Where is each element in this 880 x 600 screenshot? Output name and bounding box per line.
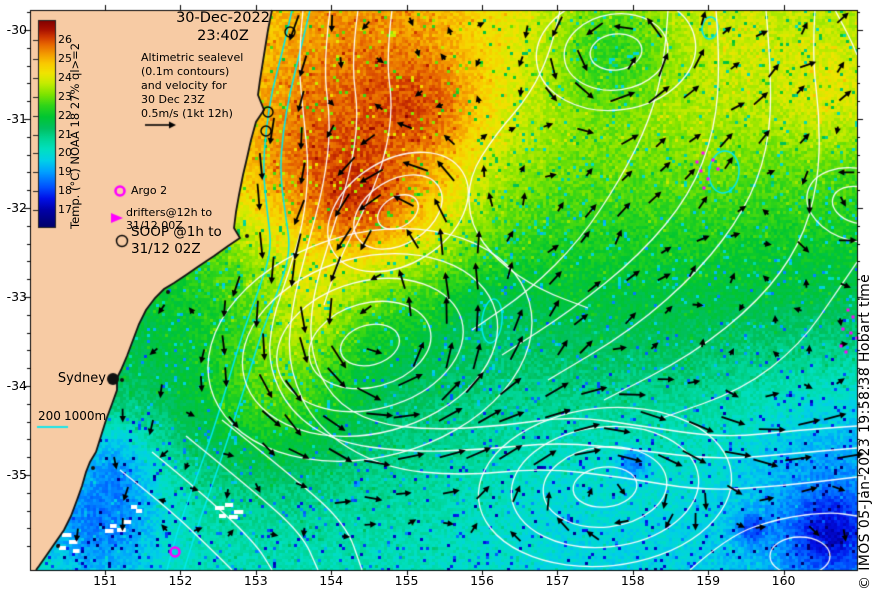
x-tick-label-155: 155 [394,573,419,588]
x-tick-label-153: 153 [243,573,268,588]
city-label-sydney: Sydney [57,371,106,386]
y-tick-label--32: -32 [6,200,27,215]
title-time: 23:40Z [197,28,249,44]
colorbar-tick-label-21: 21 [58,127,72,141]
info-line-4: 30 Dec 23Z [141,93,205,106]
imos-watermark: © IMOS 05-Jan-2023 19:58:38 Hobart time [857,273,873,590]
colorbar-tick-label-25: 25 [58,51,72,65]
x-tick-label-158: 158 [620,573,645,588]
colorbar-tick-label-23: 23 [58,89,72,103]
x-tick-label-152: 152 [168,573,193,588]
x-tick-label-159: 159 [696,573,721,588]
legend-soop-label-1: SOOP @1h to [131,224,222,240]
info-line-3: and velocity for [141,79,227,92]
title-date: 30-Dec-2022 [176,10,270,26]
depth-label-1000m: 1000m [64,409,107,423]
legend-drifters-label-1: drifters@12h to [126,206,213,219]
legend-soop-label-2: 31/12 02Z [131,241,201,257]
depth-label-200: 200 [38,409,61,423]
y-tick-label--33: -33 [6,289,27,304]
x-tick-label-160: 160 [771,573,796,588]
colorbar-tick-label-18: 18 [58,184,72,198]
x-tick-label-156: 156 [470,573,494,588]
colorbar-tick-label-26: 26 [58,33,72,46]
legend-drifters-label-2: 31/12 00Z [126,219,183,232]
info-line-5: 0.5m/s (1kt 12h) [141,107,233,120]
colorbar-tick-label-19: 19 [58,165,72,179]
y-tick-label--35: -35 [6,467,27,482]
info-line-1: Altimetric sealevel [141,51,244,64]
x-tick-label-154: 154 [319,573,344,588]
colorbar-tick-label-20: 20 [58,146,72,160]
colorbar-tick-label-22: 22 [58,108,72,122]
colorbar-tick-label-17: 17 [58,203,72,217]
info-line-2: (0.1m contours) [141,65,230,78]
colorbar-tick-label-24: 24 [58,70,72,84]
legend-argo-label: Argo 2 [131,184,168,197]
y-tick-label--34: -34 [6,378,27,393]
y-tick-label--31: -31 [6,111,27,126]
x-tick-label-157: 157 [545,573,570,588]
y-tick-label--30: -30 [6,22,27,37]
x-tick-label-151: 151 [93,573,117,588]
